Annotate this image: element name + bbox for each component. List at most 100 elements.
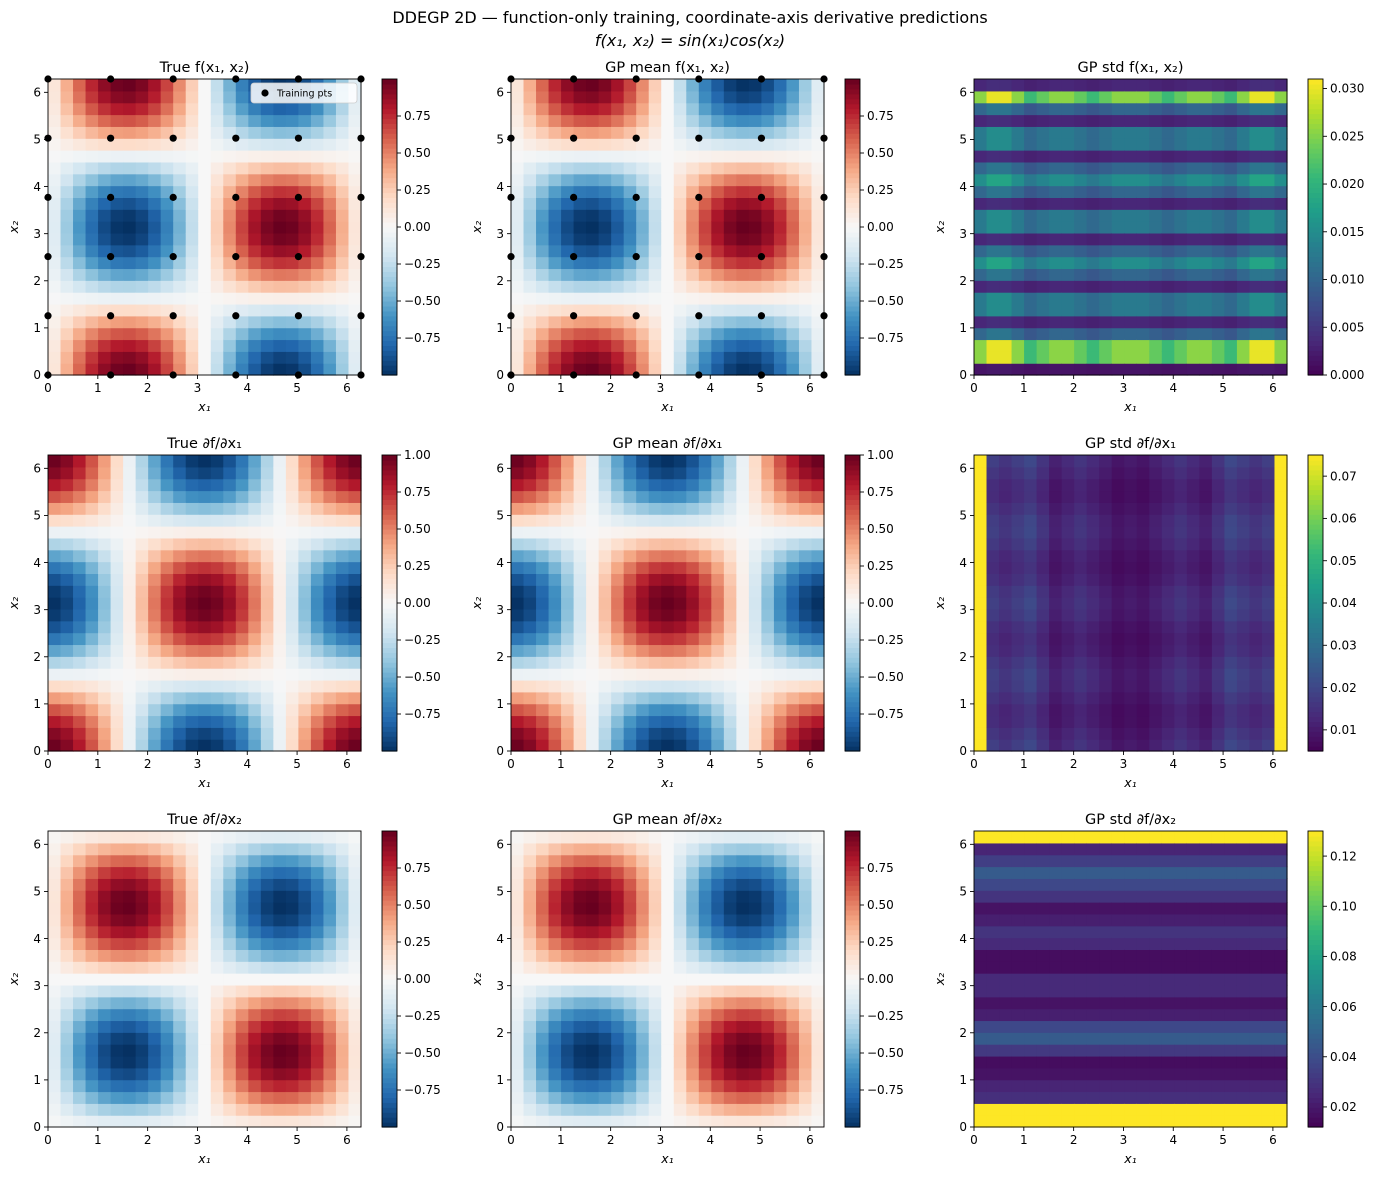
heatmap-cell	[73, 608, 87, 622]
heatmap-cell	[1086, 292, 1100, 305]
heatmap-cell	[185, 327, 199, 341]
heatmap-cell	[1174, 668, 1188, 681]
heatmap-cell	[1124, 537, 1138, 551]
heatmap-cell	[198, 925, 212, 939]
heatmap-cell	[974, 502, 988, 515]
heatmap-cell	[811, 703, 825, 717]
heatmap-cell	[623, 221, 637, 234]
heatmap-cell	[811, 585, 825, 598]
heatmap-cell	[48, 549, 62, 563]
y-tick-label: 6	[959, 462, 967, 476]
heatmap-cell	[773, 327, 788, 341]
heatmap-cell	[248, 161, 262, 175]
heatmap-cell	[773, 679, 788, 693]
heatmap-cell	[611, 691, 625, 705]
heatmap-cell	[348, 363, 362, 376]
heatmap-cell	[1024, 268, 1038, 281]
heatmap-cell	[235, 490, 249, 503]
heatmap-cell	[1074, 644, 1088, 657]
heatmap-cell	[85, 126, 99, 139]
heatmap-cell	[248, 126, 262, 139]
heatmap-cell	[260, 691, 274, 705]
heatmap-cell	[999, 668, 1013, 681]
heatmap-cell	[285, 490, 299, 503]
heatmap-cell	[1036, 585, 1050, 598]
heatmap-cell	[1274, 668, 1288, 681]
heatmap-cell	[260, 890, 274, 903]
colorbar-segment	[845, 731, 860, 737]
heatmap-cell	[85, 902, 99, 915]
colorbar-segment	[382, 499, 397, 505]
heatmap-cell	[160, 703, 174, 717]
heatmap-cell	[1274, 727, 1288, 740]
heatmap-cell	[723, 715, 737, 728]
heatmap-cell	[85, 232, 99, 246]
heatmap-cell	[285, 890, 299, 903]
heatmap-cell	[223, 679, 237, 693]
heatmap-cell	[48, 854, 62, 868]
heatmap-cell	[773, 644, 788, 657]
heatmap-cell	[598, 161, 612, 175]
heatmap-cell	[223, 256, 237, 270]
colorbar-segment	[1308, 459, 1323, 466]
heatmap-cell	[135, 668, 149, 681]
heatmap-cell	[536, 221, 550, 234]
heatmap-cell	[248, 268, 262, 281]
heatmap-cell	[98, 90, 112, 104]
heatmap-cell	[110, 502, 124, 515]
heatmap-cell	[135, 854, 149, 868]
heatmap-cell	[1136, 502, 1150, 515]
heatmap-cell	[48, 949, 62, 962]
heatmap-cell	[711, 197, 725, 210]
colorbar-segment	[382, 558, 397, 565]
heatmap-cell	[1049, 561, 1063, 574]
heatmap-cell	[736, 221, 750, 234]
heatmap-cell	[1136, 209, 1150, 222]
colorbar-segment	[1308, 310, 1323, 317]
heatmap-cell	[723, 526, 737, 539]
heatmap-cell	[511, 526, 525, 539]
heatmap-cell	[1224, 303, 1238, 317]
colorbar-tick-label: 0.25	[404, 183, 431, 197]
colorbar-segment	[1308, 305, 1323, 312]
heatmap-cell	[323, 173, 337, 187]
heatmap-cell	[1236, 715, 1251, 728]
heatmap-cell	[661, 161, 675, 175]
colorbar-segment	[382, 241, 397, 248]
heatmap-cell	[1024, 703, 1038, 717]
heatmap-cell	[1099, 90, 1113, 104]
heatmap-cell	[1061, 327, 1075, 341]
heatmap-cell	[974, 173, 988, 187]
heatmap-cell	[1136, 161, 1150, 175]
colorbar-segment	[845, 622, 860, 629]
heatmap-cell	[598, 691, 612, 705]
heatmap-cell	[185, 632, 199, 646]
heatmap-cell	[511, 90, 525, 104]
heatmap-cell	[1124, 327, 1138, 341]
heatmap-cell	[1211, 573, 1225, 586]
heatmap-cell	[636, 114, 650, 127]
heatmap-cell	[235, 727, 249, 740]
heatmap-cell	[1111, 679, 1125, 693]
heatmap-cell	[636, 703, 650, 717]
heatmap-cell	[123, 1067, 137, 1081]
heatmap-cell	[310, 514, 325, 527]
heatmap-cell	[686, 173, 700, 187]
heatmap-cell	[598, 339, 612, 352]
plot-frame	[47, 78, 362, 376]
heatmap-cell	[661, 679, 675, 693]
heatmap-cell	[1011, 209, 1025, 222]
heatmap-cell	[1049, 197, 1063, 210]
heatmap-cell	[248, 854, 262, 868]
heatmap-cell	[636, 478, 650, 492]
heatmap-cell	[85, 490, 99, 503]
heatmap-cell	[1086, 490, 1100, 503]
heatmap-cell	[348, 280, 362, 293]
colorbar-segment	[845, 607, 860, 614]
heatmap-cell	[611, 455, 625, 468]
heatmap-cell	[1024, 209, 1038, 222]
colorbar-segment	[1308, 256, 1323, 263]
heatmap-cell	[623, 644, 637, 657]
heatmap-cell	[123, 585, 137, 598]
heatmap-cell	[148, 466, 162, 480]
